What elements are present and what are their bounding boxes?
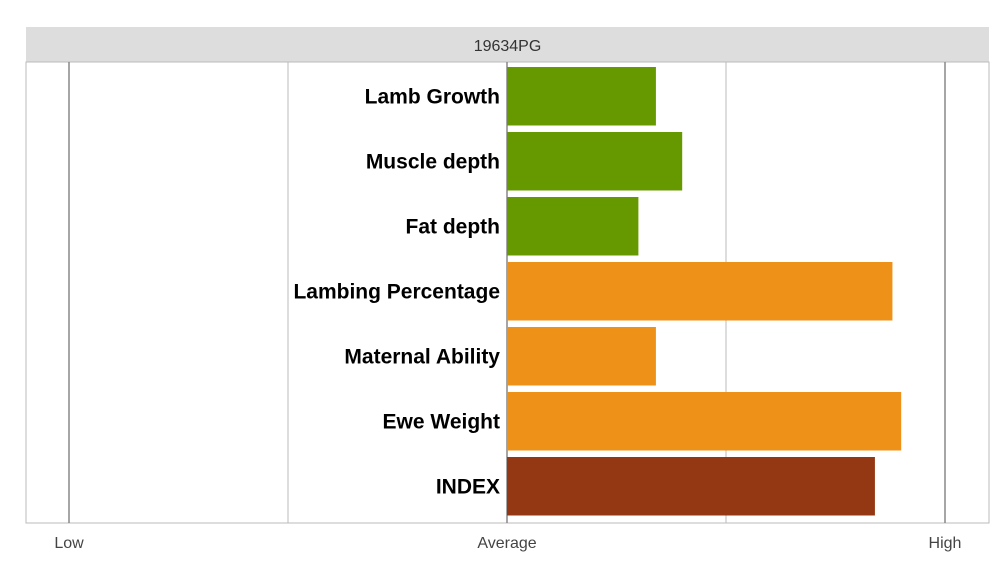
category-label-2: Fat depth bbox=[406, 215, 501, 238]
chart-title: 19634PG bbox=[474, 38, 542, 55]
bars bbox=[507, 67, 902, 516]
category-label-3: Lambing Percentage bbox=[293, 280, 500, 303]
category-label-5: Ewe Weight bbox=[383, 410, 500, 433]
bar-3 bbox=[507, 262, 893, 321]
bar-4 bbox=[507, 327, 656, 386]
bar-5 bbox=[507, 392, 902, 451]
bar-0 bbox=[507, 67, 656, 126]
category-label-1: Muscle depth bbox=[366, 150, 500, 173]
tick-label-2: High bbox=[929, 535, 962, 552]
tick-label-1: Average bbox=[477, 535, 536, 552]
title-bar bbox=[26, 27, 989, 62]
category-label-6: INDEX bbox=[436, 475, 500, 498]
tick-label-0: Low bbox=[54, 535, 84, 552]
bar-6 bbox=[507, 457, 875, 516]
category-label-4: Maternal Ability bbox=[344, 345, 500, 368]
bar-2 bbox=[507, 197, 639, 256]
bar-1 bbox=[507, 132, 683, 191]
category-label-0: Lamb Growth bbox=[365, 85, 500, 108]
tick-labels: Low Average High bbox=[54, 535, 961, 552]
category-labels: Lamb Growth Muscle depth Fat depth Lambing … bbox=[293, 85, 500, 498]
